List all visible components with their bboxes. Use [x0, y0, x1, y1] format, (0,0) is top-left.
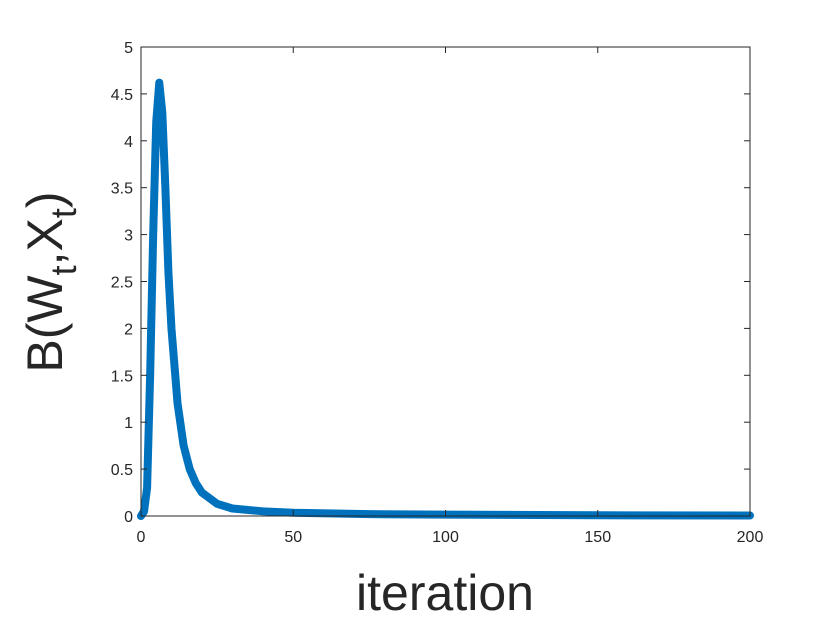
y-label-part: ,X — [17, 218, 73, 265]
y-tick-label: 5 — [124, 40, 133, 57]
y-tick-label: 1 — [124, 415, 133, 432]
x-tick-label: 200 — [737, 529, 764, 546]
y-tick-label: 3.5 — [111, 181, 133, 198]
x-tick-label: 150 — [584, 529, 611, 546]
y-tick-label: 1.5 — [111, 368, 133, 385]
y-label-part: ) — [17, 191, 73, 208]
y-tick-label: 4 — [124, 134, 133, 151]
data-line — [137, 78, 754, 520]
y-label-subscript: t — [43, 208, 84, 218]
plot-frame — [140, 46, 751, 517]
y-axis-label: B(Wt,Xt) — [17, 191, 84, 372]
y-tick-label: 4.5 — [111, 87, 133, 104]
y-label-subscript: t — [43, 265, 84, 275]
x-tick-label: 50 — [284, 529, 302, 546]
y-tick-label: 0.5 — [111, 462, 133, 479]
y-tick-label: 2.5 — [111, 275, 133, 292]
y-tick-label: 2 — [124, 321, 133, 338]
x-tick-label: 0 — [137, 529, 146, 546]
y-tick-label: 0 — [124, 509, 133, 526]
y-label-part: B(W — [17, 275, 73, 373]
x-axis-label: iteration — [356, 565, 534, 621]
x-tick-label: 100 — [432, 529, 459, 546]
y-tick-label: 3 — [124, 228, 133, 245]
